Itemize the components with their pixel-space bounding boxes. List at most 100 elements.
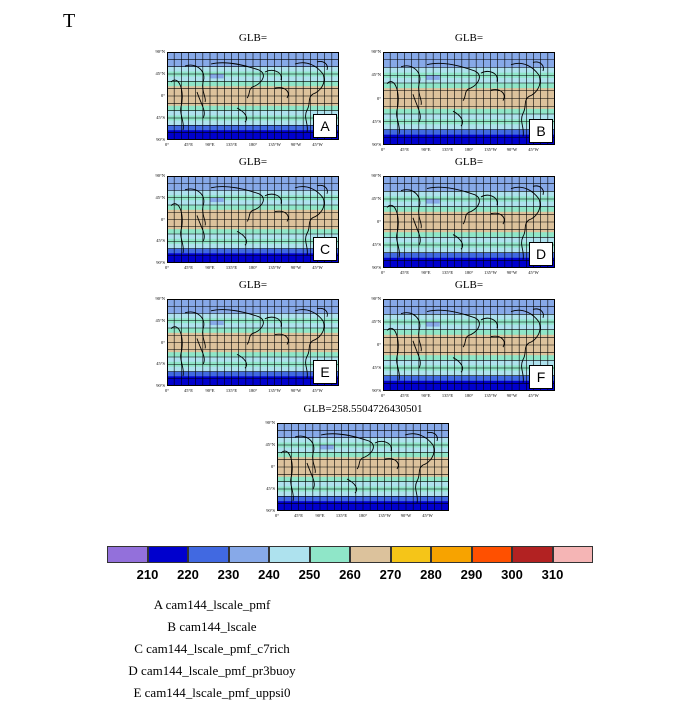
coastline: [316, 61, 328, 71]
panel-id-label: D: [529, 242, 553, 266]
panel-title: GLB=: [454, 156, 484, 168]
coastline: [510, 62, 541, 137]
coastline: [386, 81, 400, 135]
colorbar-swatch: [188, 546, 229, 563]
lon-tick-label: 45°E: [293, 513, 304, 518]
lon-tick-label: 135°E: [225, 388, 238, 393]
lon-tick-label: 0°: [164, 388, 170, 393]
coastline: [412, 94, 421, 123]
lat-tick-label: 45°S: [372, 118, 381, 124]
coastline: [274, 210, 289, 222]
coastline: [294, 309, 325, 379]
lon-tick-label: 45°W: [422, 513, 433, 518]
panel-id-label: C: [313, 237, 337, 261]
panel-title: GLB=: [238, 156, 268, 168]
plot-frame: [383, 176, 555, 268]
coastline: [236, 353, 248, 369]
lon-tick-label: 90°W: [400, 513, 412, 518]
lat-tick-label: 45°S: [266, 486, 275, 491]
lat-tick-label: 45°N: [371, 319, 381, 324]
coastline: [400, 65, 422, 106]
colorbar-swatch: [390, 546, 431, 563]
plot-frame: [167, 299, 339, 386]
coastline: [452, 110, 464, 127]
lat-tick-label: 90°S: [372, 265, 381, 270]
panel-title: GLB=: [454, 32, 484, 44]
lon-tick-label: 180°: [248, 388, 258, 393]
lat-tick-label: 90°S: [156, 137, 165, 142]
lon-tick-label: 90°E: [421, 270, 431, 275]
coastline: [532, 61, 544, 72]
lat-tick-label: 45°N: [155, 317, 165, 323]
colorbar-swatch: [309, 546, 350, 563]
coastline: [294, 435, 316, 474]
lat-tick-label: 90°N: [155, 296, 165, 301]
lat-tick-label: 45°S: [156, 238, 165, 244]
coastline: [264, 193, 282, 204]
coastline: [170, 203, 184, 254]
colorbar-tick-label: 270: [379, 567, 402, 582]
lat-tick-label: 0°: [160, 93, 165, 98]
lat-tick-label: 45°S: [372, 365, 381, 370]
panel-id-label: E: [313, 360, 337, 384]
coastline: [404, 433, 435, 504]
coastline: [320, 433, 374, 470]
panel-id-label: B: [529, 119, 553, 143]
coastline: [426, 309, 480, 348]
coastline: [210, 186, 264, 222]
lon-tick-label: 45°E: [399, 270, 410, 275]
coastline: [490, 335, 505, 348]
lon-tick-label: 90°E: [205, 388, 215, 393]
coastline: [274, 333, 289, 345]
coastline: [264, 316, 282, 327]
coastline: [316, 184, 328, 194]
map-plot: [383, 52, 555, 145]
colorbar-tick-label: 260: [339, 567, 361, 582]
lon-tick-label: 180°: [464, 393, 474, 398]
coastline: [532, 185, 544, 195]
lon-tick-label: 0°: [164, 142, 170, 147]
lon-tick-label: 90°E: [205, 142, 215, 147]
lon-tick-label: 135°W: [268, 265, 281, 270]
lon-tick-label: 45°E: [183, 265, 194, 270]
lat-tick-label: 0°: [160, 216, 165, 222]
coastline: [346, 478, 358, 494]
colorbar-swatch: [147, 546, 188, 563]
coastline: [426, 186, 480, 225]
coastline: [184, 311, 206, 349]
lat-tick-label: 0°: [376, 95, 381, 101]
lon-tick-label: 0°: [380, 393, 386, 398]
lon-tick-label: 45°E: [183, 142, 194, 147]
coastline: [184, 64, 206, 103]
coastline: [280, 450, 294, 502]
lat-tick-label: 90°S: [372, 142, 381, 147]
coastline: [306, 462, 315, 490]
coastline: [480, 194, 498, 206]
lon-tick-label: 135°W: [268, 142, 281, 147]
lon-tick-label: 180°: [248, 142, 258, 147]
coastline: [532, 308, 544, 318]
plot-frame: [383, 52, 555, 145]
map-plot: [383, 176, 555, 268]
legend-entry: E cam144_lscale_pmf_uppsi0: [133, 685, 291, 700]
lat-tick-label: 90°S: [156, 260, 165, 265]
lon-tick-label: 180°: [358, 513, 368, 518]
lon-tick-label: 135°E: [225, 265, 238, 270]
lat-tick-label: 90°N: [371, 173, 381, 178]
colorbar-swatch: [552, 546, 593, 563]
coastline: [510, 309, 541, 383]
panel-title: GLB=258.5504726430501: [303, 403, 423, 415]
lon-tick-label: 135°E: [441, 270, 454, 275]
colorbar-tick-label: 310: [541, 567, 564, 582]
lon-tick-label: 135°E: [441, 393, 454, 398]
coastline: [294, 186, 325, 256]
plot-frame: [277, 423, 449, 511]
lon-tick-label: 45°E: [183, 388, 194, 393]
lon-tick-label: 90°E: [205, 265, 215, 270]
coastline: [412, 217, 421, 246]
colorbar-tick-label: 250: [298, 567, 321, 582]
legend-entry: D cam144_lscale_pmf_pr3buoy: [128, 663, 296, 678]
coastline: [196, 91, 205, 119]
coastline: [490, 89, 505, 101]
lon-tick-label: 90°W: [506, 270, 518, 275]
